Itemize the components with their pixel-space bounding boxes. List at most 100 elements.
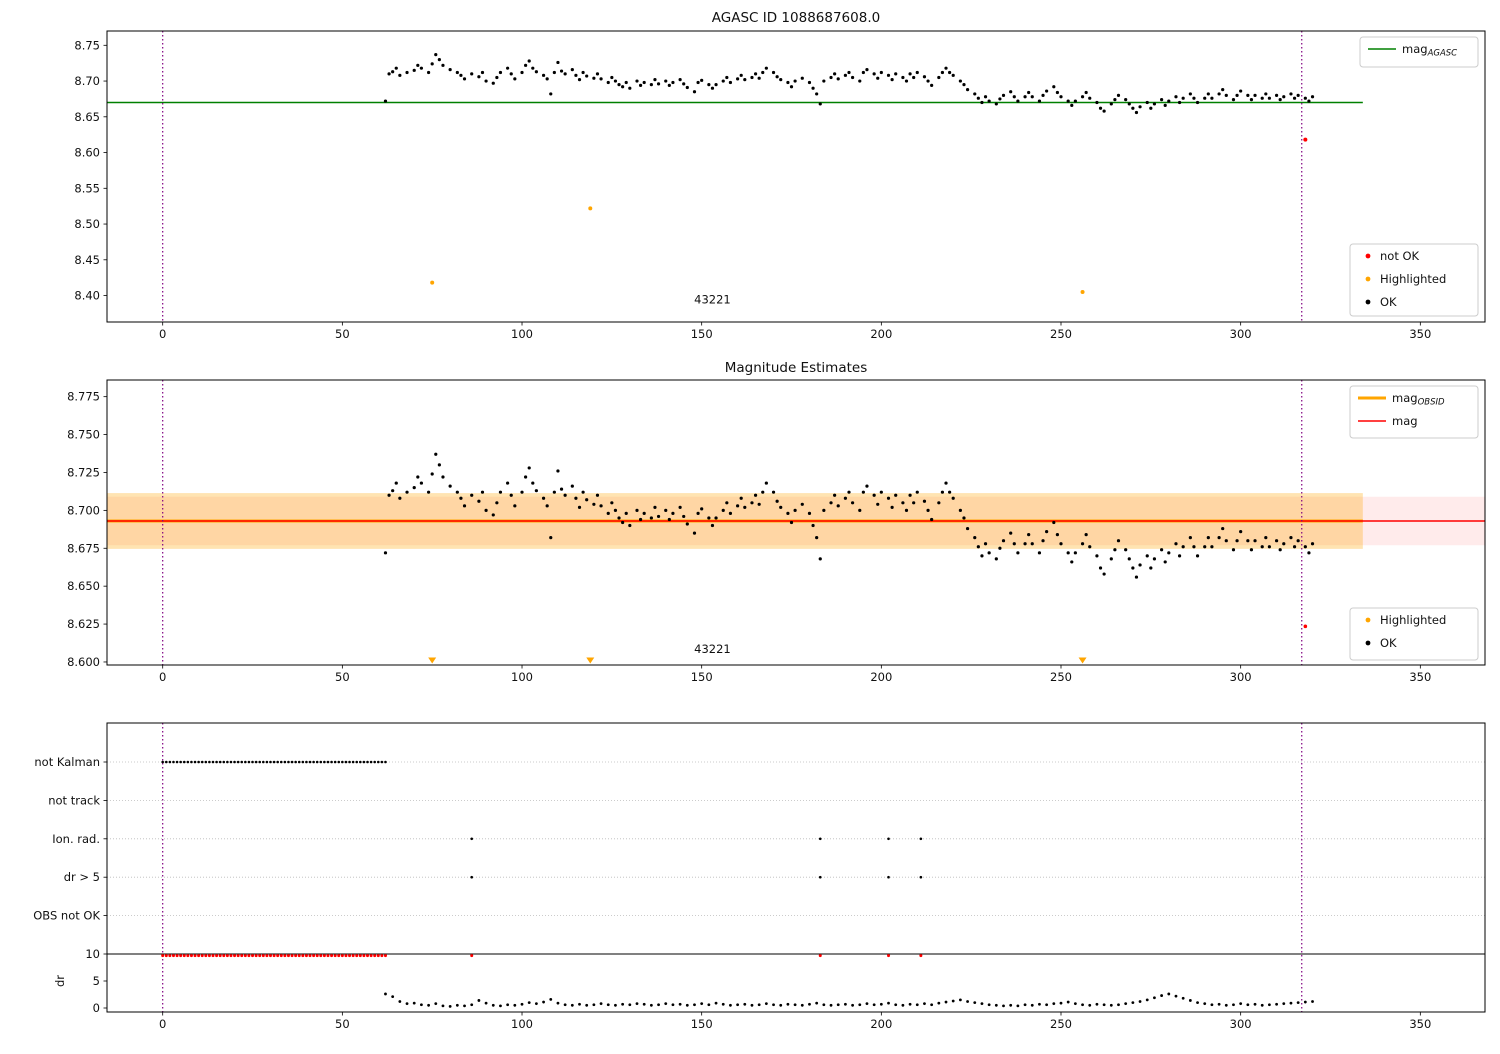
obsid-annotation: 43221	[694, 642, 731, 656]
data-point	[908, 72, 912, 76]
data-point	[926, 508, 930, 512]
data-point	[807, 80, 812, 85]
legend-box	[1349, 243, 1479, 317]
data-point	[304, 954, 308, 958]
data-point	[1296, 1001, 1300, 1004]
x-tick-label: 200	[870, 327, 892, 341]
data-point	[204, 954, 208, 958]
data-point	[412, 1001, 416, 1005]
data-point	[218, 760, 222, 764]
data-point	[1027, 533, 1031, 537]
data-point	[973, 1001, 977, 1004]
data-point	[585, 74, 589, 78]
data-point	[520, 70, 524, 75]
data-point	[779, 78, 783, 82]
data-point	[1224, 1003, 1228, 1007]
data-point	[161, 954, 165, 958]
data-point	[872, 1003, 876, 1007]
data-point	[775, 499, 779, 503]
data-point	[1070, 560, 1074, 564]
data-point	[1084, 90, 1088, 95]
data-point	[286, 954, 290, 958]
data-point	[506, 66, 510, 70]
x-tick-label: 300	[1230, 1017, 1252, 1031]
data-point	[1001, 539, 1006, 543]
data-point	[815, 536, 819, 540]
data-point	[211, 954, 215, 958]
data-point	[1052, 1002, 1056, 1006]
data-point	[937, 75, 941, 80]
data-point	[693, 1003, 696, 1007]
data-point	[1124, 548, 1128, 552]
flag-category-label: Ion. rad.	[52, 832, 100, 846]
data-point	[387, 493, 391, 497]
data-point	[462, 504, 467, 508]
data-point	[865, 68, 869, 72]
data-point	[987, 1003, 991, 1007]
data-point	[1095, 100, 1099, 105]
data-point	[671, 80, 675, 85]
data-point	[383, 99, 388, 103]
data-point	[685, 1003, 689, 1007]
data-point	[527, 59, 531, 63]
data-point	[599, 77, 603, 81]
data-point	[189, 954, 193, 958]
data-point	[1012, 542, 1016, 546]
data-point	[761, 70, 765, 75]
flag-category-label: dr > 5	[64, 870, 100, 884]
data-point	[836, 1003, 840, 1007]
data-point	[1275, 1002, 1278, 1006]
data-point	[613, 79, 618, 83]
data-point	[1023, 542, 1027, 546]
data-point	[1078, 657, 1087, 664]
data-point	[1055, 90, 1060, 95]
data-point	[200, 760, 204, 764]
data-point	[1095, 554, 1099, 558]
data-point	[811, 86, 815, 90]
data-point	[944, 66, 948, 70]
data-point	[1303, 96, 1307, 100]
axes-frame	[106, 722, 1486, 1013]
data-point	[958, 79, 962, 83]
data-point	[642, 80, 646, 85]
dr-tick-label: 10	[85, 947, 100, 961]
x-tick-label: 50	[335, 670, 350, 684]
data-point	[1239, 89, 1243, 93]
data-point	[297, 760, 301, 764]
data-point	[448, 1004, 452, 1008]
data-point	[1267, 545, 1272, 549]
data-point	[283, 760, 287, 764]
data-point	[1296, 539, 1300, 543]
data-point	[1311, 1000, 1314, 1003]
data-point	[434, 52, 438, 57]
data-point	[610, 501, 614, 505]
data-point	[373, 760, 376, 764]
data-point	[1055, 533, 1060, 537]
data-point	[426, 490, 431, 494]
data-point	[721, 79, 725, 83]
legend-mag-agasc-legend: magAGASC	[1359, 36, 1479, 68]
data-point	[1235, 93, 1239, 97]
data-point	[247, 760, 251, 764]
data-point	[563, 493, 567, 497]
data-point	[1206, 92, 1210, 96]
data-point	[1149, 566, 1153, 570]
data-point	[376, 954, 380, 958]
data-point	[886, 73, 891, 77]
x-tick-label: 50	[335, 1017, 350, 1031]
data-point	[750, 501, 754, 505]
x-tick-label: 300	[1230, 670, 1252, 684]
data-point	[462, 77, 467, 81]
data-point	[552, 490, 556, 494]
data-point	[1177, 100, 1182, 105]
data-point	[258, 760, 262, 764]
data-point	[279, 954, 283, 958]
data-point	[1145, 554, 1149, 558]
data-point	[987, 99, 991, 103]
data-point	[308, 760, 312, 764]
data-point	[771, 490, 776, 494]
data-point	[1292, 545, 1297, 549]
data-point	[714, 516, 718, 520]
data-point	[1066, 1000, 1070, 1004]
data-point	[193, 954, 197, 958]
